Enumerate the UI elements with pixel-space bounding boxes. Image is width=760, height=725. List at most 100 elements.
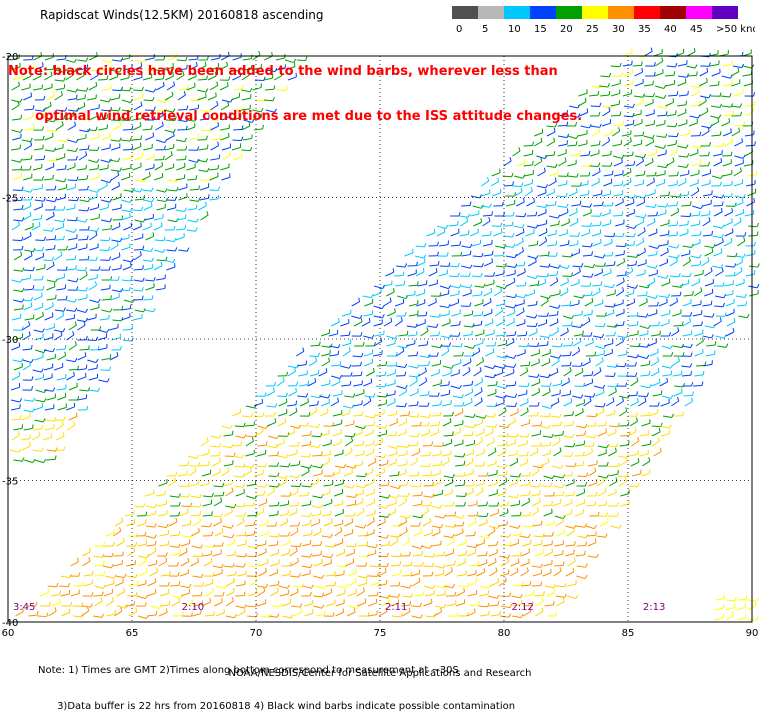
wind-barb xyxy=(181,543,190,546)
wind-barb-feather xyxy=(514,355,516,358)
wind-barb-feather xyxy=(688,91,689,95)
wind-barb-feather xyxy=(644,214,646,218)
wind-barb xyxy=(659,303,667,306)
wind-barb xyxy=(638,346,647,347)
wind-barb xyxy=(410,381,418,386)
wind-barb xyxy=(125,514,134,516)
wind-barb xyxy=(45,428,54,430)
wind-barb xyxy=(395,303,404,306)
wind-barb xyxy=(135,220,144,222)
wind-barb xyxy=(57,140,66,142)
wind-barb xyxy=(586,505,595,506)
wind-barb-feather xyxy=(524,262,525,266)
wind-barb-feather xyxy=(200,503,202,507)
wind-barb-feather xyxy=(385,568,386,572)
wind-barb xyxy=(667,66,676,67)
wind-barb xyxy=(145,280,154,281)
wind-barb xyxy=(399,391,407,396)
wind-barb xyxy=(33,370,42,372)
wind-barb-feather xyxy=(398,471,399,475)
wind-barb xyxy=(696,341,704,346)
wind-barb xyxy=(408,273,417,276)
wind-barb xyxy=(652,426,661,427)
wind-barb xyxy=(200,187,209,190)
wind-barb xyxy=(562,256,571,257)
wind-barb xyxy=(581,233,589,236)
wind-barb xyxy=(568,176,577,177)
wind-barb xyxy=(517,353,526,356)
wind-barb-feather xyxy=(623,321,624,325)
wind-barb-feather xyxy=(263,413,264,417)
wind-barb xyxy=(614,174,623,176)
wind-barb xyxy=(386,383,395,386)
wind-barb xyxy=(624,141,632,146)
wind-barb xyxy=(176,159,185,160)
wind-barb-feather xyxy=(409,411,410,415)
wind-barb xyxy=(656,124,665,126)
wind-barb-feather xyxy=(479,348,480,352)
wind-barb-feather xyxy=(109,315,110,319)
wind-barb-feather xyxy=(459,212,460,216)
wind-barb xyxy=(673,325,682,326)
wind-barb-feather xyxy=(609,91,610,95)
wind-barb xyxy=(233,140,242,141)
wind-barb xyxy=(154,218,163,220)
wind-barb xyxy=(211,146,219,150)
wind-barb-feather xyxy=(529,472,530,476)
wind-barb-feather xyxy=(395,308,396,312)
wind-barb-feather xyxy=(537,448,538,452)
wind-barb-feather xyxy=(374,498,375,502)
wind-barb xyxy=(340,323,349,326)
wind-barb xyxy=(616,246,625,247)
wind-barb xyxy=(353,415,362,416)
wind-barb xyxy=(733,66,742,68)
wind-barb xyxy=(678,76,687,77)
wind-barb-feather xyxy=(586,564,588,568)
wind-barb-feather xyxy=(512,233,514,237)
wind-barb xyxy=(113,564,122,566)
wind-barb-feather xyxy=(638,437,639,441)
wind-barb-feather xyxy=(700,101,701,105)
wind-barb-feather xyxy=(614,373,615,377)
wind-barb xyxy=(531,511,539,516)
wind-barb xyxy=(622,134,631,136)
wind-barb xyxy=(254,416,263,417)
wind-barb xyxy=(476,432,484,436)
wind-barb-feather xyxy=(478,562,479,566)
wind-barb xyxy=(591,182,599,186)
wind-barb xyxy=(387,503,396,506)
wind-barb-feather xyxy=(712,248,713,252)
wind-barb-feather xyxy=(427,341,428,345)
wind-barb xyxy=(352,375,361,376)
wind-barb xyxy=(628,395,637,396)
wind-barb xyxy=(563,345,572,346)
wind-barb-feather xyxy=(329,358,330,362)
wind-barb xyxy=(121,200,130,202)
wind-barb-feather xyxy=(278,581,279,585)
wind-barb-feather xyxy=(528,398,529,402)
wind-barb xyxy=(23,349,32,350)
wind-barb xyxy=(573,315,582,316)
wind-barb xyxy=(450,294,459,296)
wind-barb-feather xyxy=(559,437,560,441)
wind-barb-feather xyxy=(398,594,400,598)
wind-barb xyxy=(132,210,141,211)
wind-barb xyxy=(289,453,298,456)
wind-barb xyxy=(244,466,253,467)
wind-barb xyxy=(421,433,429,436)
wind-barb xyxy=(575,412,583,416)
wind-barb-feather xyxy=(178,544,180,548)
wind-barb-feather xyxy=(122,518,123,522)
wind-barb-feather xyxy=(222,542,223,546)
wind-barb-feather xyxy=(603,407,604,411)
wind-barb-feather xyxy=(328,394,330,398)
wind-barb xyxy=(170,496,179,497)
wind-barb xyxy=(521,563,529,566)
wind-barb xyxy=(123,260,132,262)
wind-barb xyxy=(321,384,330,386)
wind-barb-feather xyxy=(53,388,55,392)
wind-barb xyxy=(55,310,64,311)
wind-barb-feather xyxy=(29,331,30,335)
wind-barb-feather xyxy=(151,248,153,252)
wind-barb-feather xyxy=(461,343,462,347)
